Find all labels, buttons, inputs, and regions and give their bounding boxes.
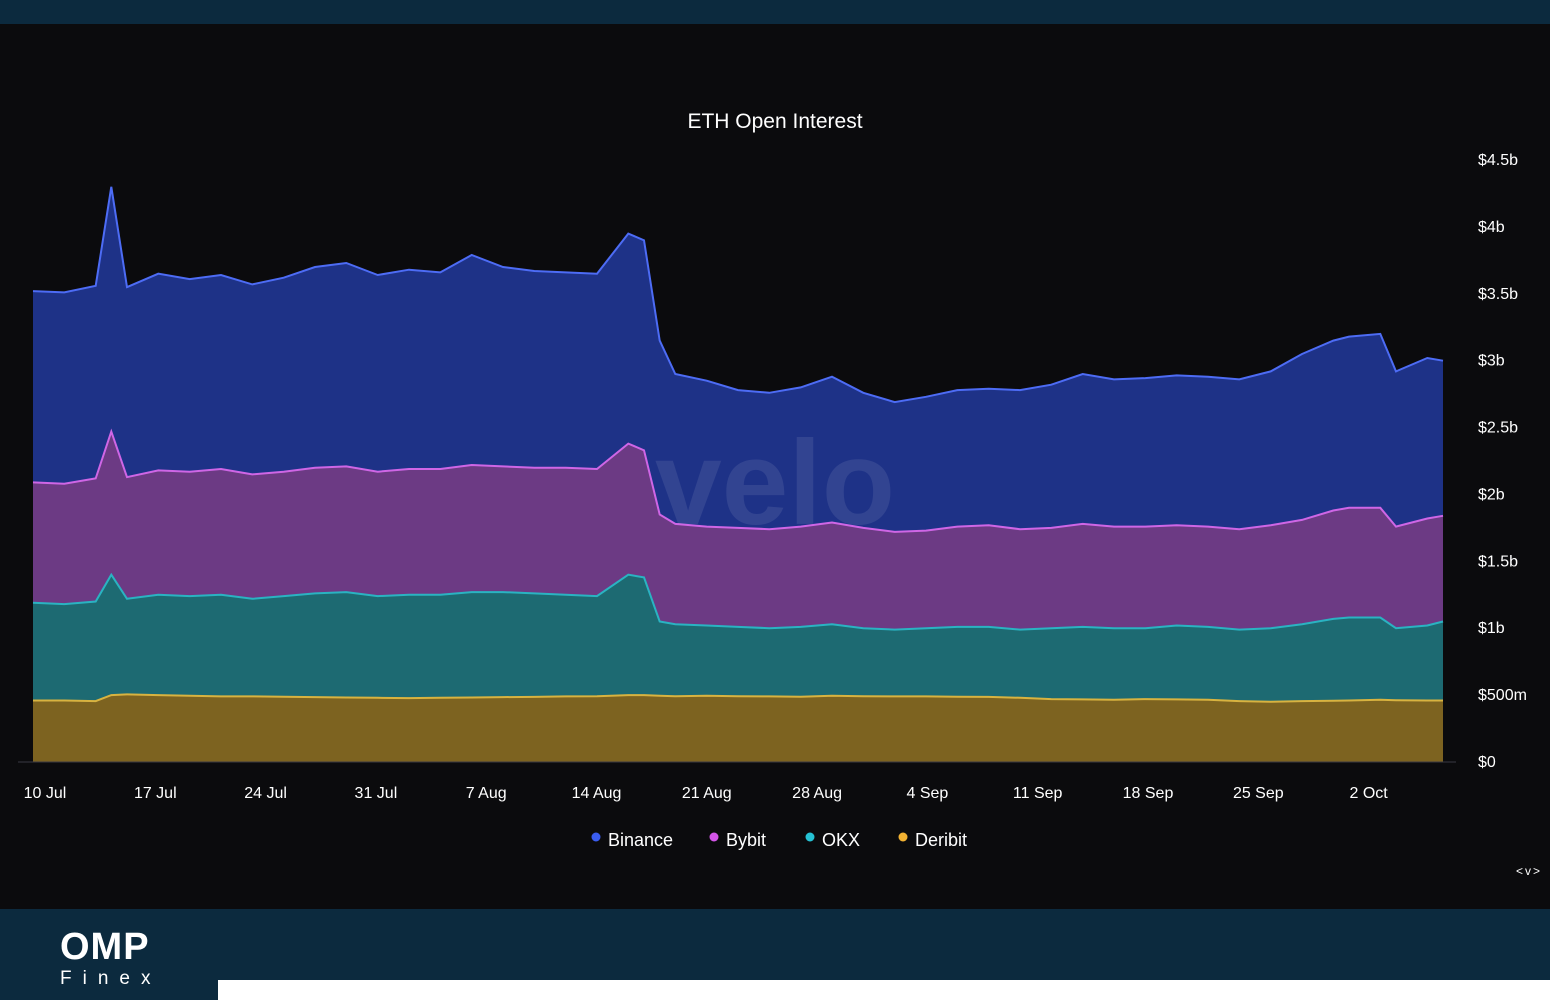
area-deribit [33,694,1443,762]
y-tick-label: $0 [1478,754,1496,771]
legend-item-bybit[interactable]: Bybit [709,830,767,850]
y-tick-label: $1b [1478,620,1505,637]
x-tick-label: 25 Sep [1233,785,1284,802]
chart-legend: Binance Bybit OKX Deribit [591,830,968,850]
y-tick-label: $2.5b [1478,420,1518,437]
brand-subtitle: Finex [60,968,162,989]
top-band [0,0,1550,24]
legend-label: OKX [822,830,860,850]
line-okx [32,572,1444,631]
legend-label: Binance [608,830,673,850]
chart-panel: velo $0 $500m $1b $1.5b $2b $2.5b $3b $3.5b $4b $… [0,24,1550,909]
x-tick-label: 28 Aug [792,785,842,802]
x-tick-label: 7 Aug [466,785,507,802]
legend-marker [805,832,815,842]
y-tick-label: $4b [1478,219,1505,236]
y-tick-label: $3.5b [1478,286,1518,303]
x-tick-label: 18 Sep [1123,785,1174,802]
legend-item-okx[interactable]: OKX [805,830,861,850]
x-tick-label: 2 Oct [1349,785,1388,802]
legend-label: Deribit [915,830,967,850]
legend-label: Bybit [726,830,766,850]
y-tick-label: $1.5b [1478,553,1518,570]
line-binance [32,186,1444,404]
area-layer [32,186,1444,763]
x-tick-label: 24 Jul [244,785,287,802]
y-tick-label: $4.5b [1478,152,1518,169]
legend-marker [709,832,719,842]
x-tick-label: 21 Aug [682,785,732,802]
line-bybit [32,428,1444,533]
brand-logo: OMP Finex [60,928,161,990]
x-tick-label: 17 Jul [134,785,177,802]
x-tick-label: 14 Aug [572,785,622,802]
brand-name: OMP [60,926,150,968]
x-tick-label: 11 Sep [1013,785,1063,802]
y-tick-label: $2b [1478,486,1505,503]
legend-marker [898,832,908,842]
axis-layer: $0 $500m $1b $1.5b $2b $2.5b $3b $3.5b $4b $4.5b 1… [18,152,1527,802]
legend-item-deribit[interactable]: Deribit [898,830,968,850]
y-tick-label: $3b [1478,353,1505,370]
footer-white-strip [218,980,1550,1000]
chart-title: ETH Open Interest [687,110,862,133]
legend-item-binance[interactable]: Binance [591,830,674,850]
open-interest-chart: velo $0$500m$1b$1.5b$2b$2.5b$3b$3.5b$4b$… [18,110,1527,850]
legend-marker [591,832,601,842]
line-deribit [33,693,1443,703]
x-tick-label: 4 Sep [906,785,948,802]
x-tick-label: 31 Jul [355,785,398,802]
chart-nav-controls[interactable]: <v> [1515,864,1542,878]
x-tick-label: 10 Jul [24,785,67,802]
y-tick-label: $500m [1478,687,1527,704]
chart-watermark: velo [655,416,895,550]
